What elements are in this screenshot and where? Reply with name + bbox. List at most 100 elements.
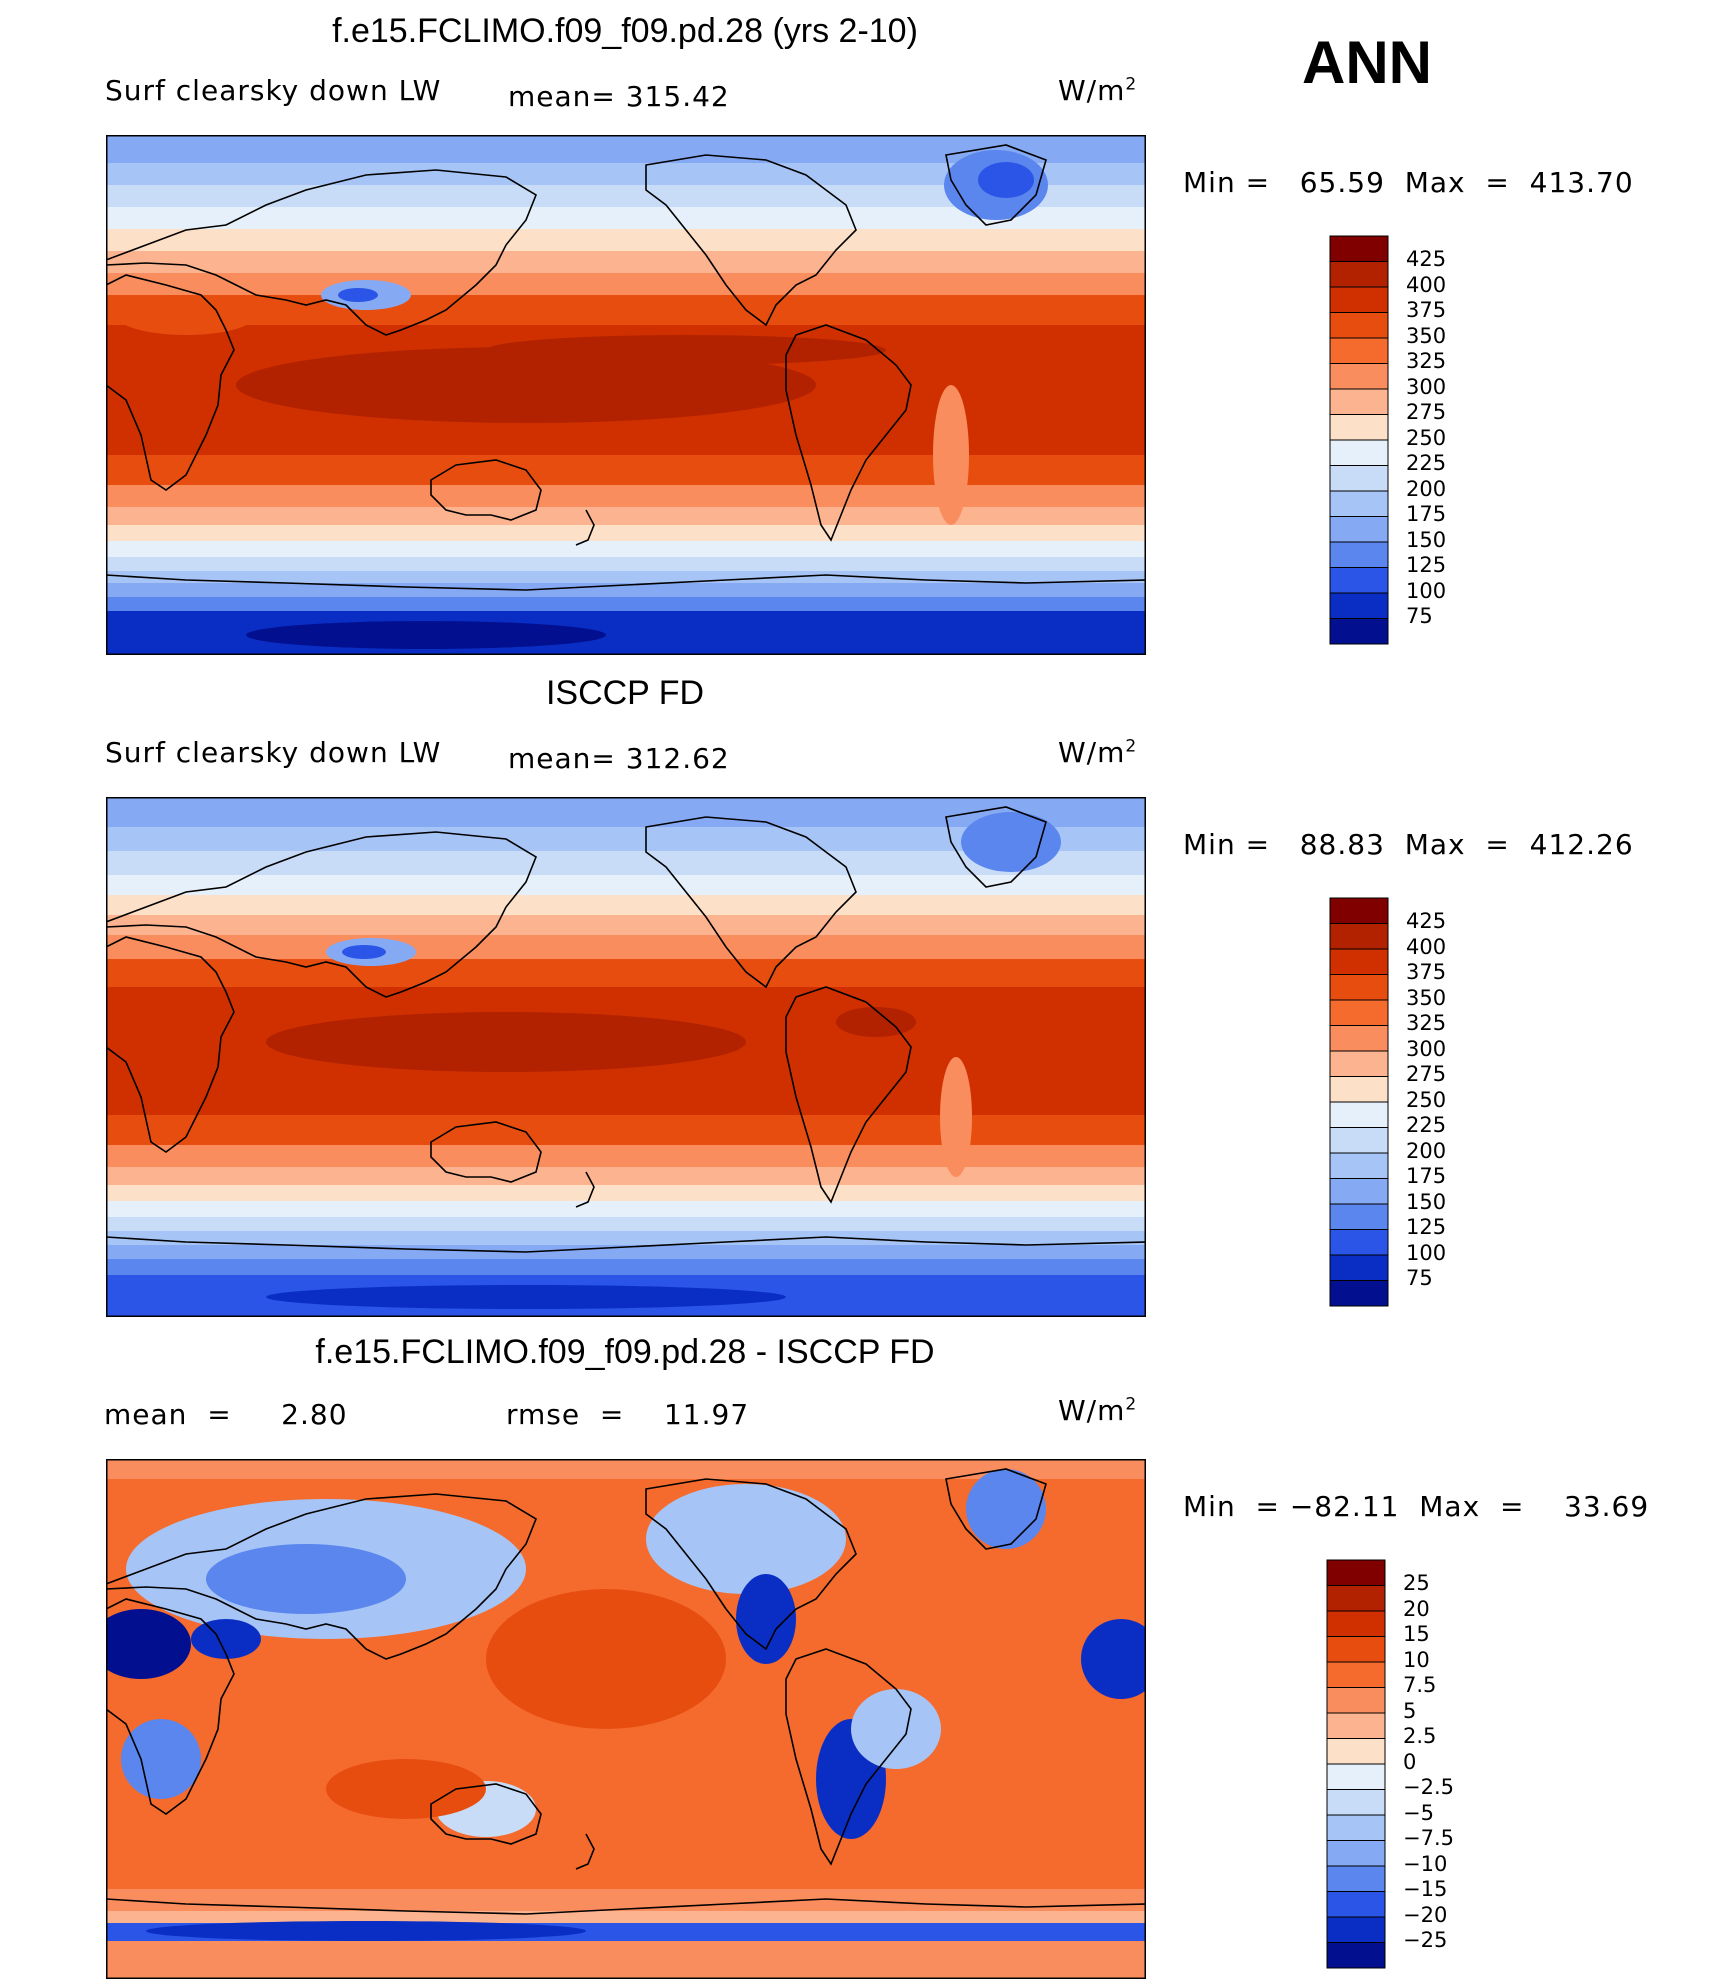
colorbar-swatch	[1329, 592, 1389, 619]
panel1-colorbar-labels: 425 400 375 350 325 300 275 250 225 200 …	[1406, 247, 1446, 630]
panel3-title: f.e15.FCLIMO.f09_f09.pd.28 - ISCCP FD	[315, 1333, 935, 1371]
colorbar-swatch	[1329, 948, 1389, 975]
colorbar-swatch	[1326, 1916, 1386, 1943]
cb3-label: 0	[1403, 1749, 1417, 1774]
greenland-core	[978, 162, 1034, 198]
colorbar-swatch	[1329, 337, 1389, 364]
cb1-label: 200	[1406, 476, 1447, 501]
band-subpolar-north	[106, 163, 1146, 185]
coast-nz	[575, 1171, 595, 1208]
central-asia-cold	[206, 1544, 406, 1614]
colorbar-swatch	[1329, 1050, 1389, 1077]
coast-africa	[106, 936, 235, 1153]
panel1-colorbar	[1329, 235, 1389, 645]
cb3-label: 10	[1403, 1647, 1430, 1672]
east-pacific-warm	[486, 335, 886, 365]
cb2-label: 125	[1406, 1215, 1447, 1239]
colorbar-swatch	[1329, 1254, 1389, 1281]
antarctic-cold-core	[146, 1921, 586, 1941]
colorbar-swatch	[1326, 1763, 1386, 1790]
colorbar-swatch	[1329, 388, 1389, 415]
coast-africa	[106, 274, 235, 491]
antarctic-plateau	[246, 621, 606, 649]
band-north-temperate	[106, 895, 1146, 915]
band-southern-ocean	[106, 583, 1146, 597]
cb1-label: 325	[1406, 349, 1447, 373]
panel3-units: W/m2	[1058, 1394, 1138, 1427]
south-ocean-band	[106, 1889, 1146, 1911]
coast-nz	[575, 1833, 595, 1870]
panel3-colorbar	[1326, 1559, 1386, 1969]
band-south-mid	[106, 1201, 1146, 1217]
tibet-core	[338, 288, 378, 302]
cb1-label: 350	[1406, 323, 1447, 348]
band-antarctic-edge	[106, 1259, 1146, 1275]
andes-cold	[940, 1057, 972, 1177]
cb1-label: 300	[1406, 374, 1447, 399]
cb1-label: 375	[1406, 298, 1447, 322]
cb1-label: 250	[1406, 425, 1447, 450]
cb3-label: 7.5	[1403, 1673, 1437, 1697]
panel1-units: W/m2	[1058, 74, 1138, 107]
north-high-band	[106, 1459, 1146, 1479]
band-south-subtrop	[106, 507, 1146, 525]
band-north-mid	[106, 207, 1146, 229]
warm-pool-core	[266, 1012, 746, 1072]
colorbar-swatch	[1329, 465, 1389, 492]
north-america-cold	[646, 1484, 846, 1594]
cb3-label: −15	[1403, 1877, 1448, 1901]
pacific-warm	[486, 1589, 726, 1729]
cb2-label: 75	[1406, 1266, 1433, 1290]
warm-pool-core	[236, 347, 816, 423]
coast-eurasia	[106, 831, 537, 998]
california-cold	[736, 1574, 796, 1664]
cb2-label: 350	[1406, 985, 1447, 1010]
colorbar-swatch	[1329, 1076, 1389, 1103]
cb1-label: 125	[1406, 553, 1447, 577]
colorbar-swatch	[1329, 286, 1389, 313]
band-south-temperate	[106, 525, 1146, 541]
coast-antarctica	[106, 1898, 1146, 1915]
band-north-warm	[106, 935, 1146, 959]
colorbar-swatch	[1329, 1178, 1389, 1205]
coast-eurasia	[106, 1493, 537, 1660]
antarctic-plateau	[266, 1285, 786, 1309]
panel2-colorbar-labels: 425 400 375 350 325 300 275 250 225 200 …	[1406, 909, 1446, 1292]
coast-north-america	[645, 1478, 857, 1651]
cb2-label: 375	[1406, 960, 1447, 984]
amazon-cold	[851, 1689, 941, 1769]
cb2-label: 400	[1406, 934, 1447, 959]
colorbar-swatch	[1329, 363, 1389, 390]
indian-warm	[326, 1759, 486, 1819]
coast-nz	[575, 509, 595, 546]
band-north-trop	[106, 295, 1146, 325]
cb3-label: 20	[1403, 1596, 1430, 1621]
cb3-label: −7.5	[1403, 1826, 1454, 1850]
band-south-high	[106, 1217, 1146, 1231]
coast-antarctica	[106, 574, 1146, 591]
colorbar-swatch	[1326, 1789, 1386, 1816]
season-label: ANN	[1302, 29, 1432, 96]
panel2-mean-label: mean= 312.62	[508, 742, 730, 775]
cb3-label: 15	[1403, 1622, 1430, 1646]
colorbar-swatch	[1329, 1229, 1389, 1256]
sahara-warm	[116, 295, 256, 335]
cb1-label: 275	[1406, 400, 1447, 424]
coast-australia	[430, 1121, 542, 1183]
panel1-minmax: Min = 65.59 Max = 413.70	[1183, 166, 1634, 199]
cb3-label: −5	[1403, 1800, 1434, 1825]
coast-south-america	[785, 1648, 912, 1866]
cb1-label: 75	[1406, 604, 1433, 628]
band-north-subtrop	[106, 915, 1146, 935]
colorbar-swatch	[1329, 999, 1389, 1026]
panel1-mean-label: mean= 315.42	[508, 80, 730, 113]
colorbar-swatch	[1326, 1687, 1386, 1714]
panel3-minmax: Min = −82.11 Max = 33.69	[1183, 1490, 1650, 1523]
greenland-cold	[961, 812, 1061, 872]
coast-antarctica	[106, 1236, 1146, 1253]
coast-south-america	[785, 986, 912, 1204]
colorbar-swatch	[1329, 541, 1389, 568]
cb1-label: 100	[1406, 578, 1447, 603]
cb2-label: 250	[1406, 1087, 1447, 1112]
colorbar-swatch	[1326, 1814, 1386, 1841]
